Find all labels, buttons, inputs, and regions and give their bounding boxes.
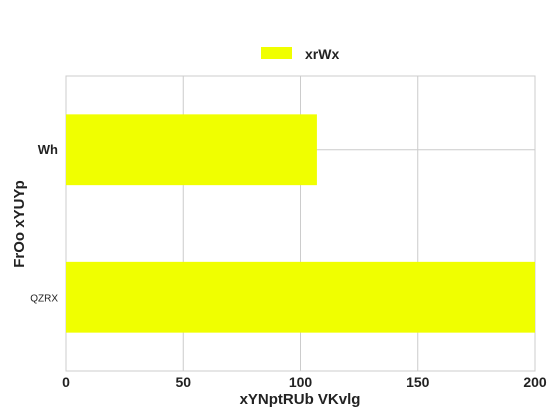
y-axis-title: FrOo xYUYp xyxy=(11,180,28,268)
y-category-labels: Wh QZRX xyxy=(30,142,58,305)
legend: xrWx xyxy=(261,46,339,62)
x-axis-title: xYNptRUb VKvlg xyxy=(240,391,361,408)
x-tick-label: 200 xyxy=(523,374,547,390)
x-tick-label: 150 xyxy=(406,374,430,390)
x-tick-label: 50 xyxy=(175,374,191,390)
bar-Wh xyxy=(66,114,317,186)
y-category-label: QZRX xyxy=(30,293,58,304)
x-tick-label: 100 xyxy=(289,374,313,390)
legend-label: xrWx xyxy=(305,46,339,62)
x-tick-label: 0 xyxy=(62,374,70,390)
bars xyxy=(66,114,535,333)
bar-QZRX xyxy=(66,261,535,333)
y-category-label: Wh xyxy=(38,142,58,157)
x-tick-labels: 0 50 100 150 200 xyxy=(62,374,547,390)
legend-swatch xyxy=(261,47,292,59)
